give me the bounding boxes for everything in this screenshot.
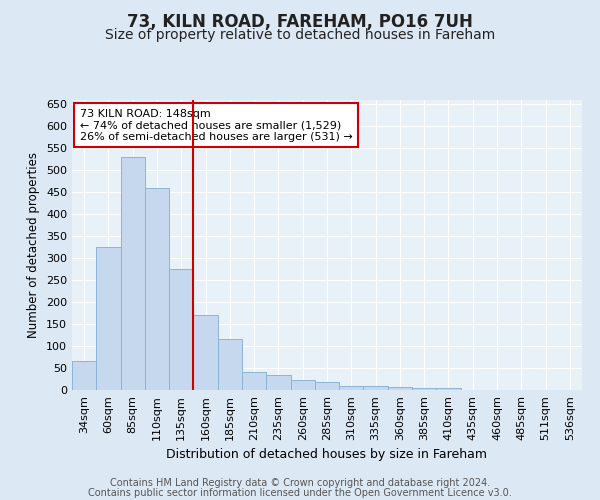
Bar [388,387,412,390]
Bar [339,386,364,390]
Bar [169,269,193,390]
Bar [290,380,315,390]
Bar [193,316,218,390]
Bar [121,157,145,390]
X-axis label: Distribution of detached houses by size in Fareham: Distribution of detached houses by size … [167,448,487,461]
Bar [218,340,242,390]
Bar [72,362,96,390]
Bar [145,188,169,390]
Bar [315,382,339,390]
Text: Contains HM Land Registry data © Crown copyright and database right 2024.: Contains HM Land Registry data © Crown c… [110,478,490,488]
Bar [96,247,121,390]
Bar [364,386,388,390]
Text: Size of property relative to detached houses in Fareham: Size of property relative to detached ho… [105,28,495,42]
Y-axis label: Number of detached properties: Number of detached properties [28,152,40,338]
Bar [436,388,461,390]
Bar [412,388,436,390]
Text: Contains public sector information licensed under the Open Government Licence v3: Contains public sector information licen… [88,488,512,498]
Text: 73, KILN ROAD, FAREHAM, PO16 7UH: 73, KILN ROAD, FAREHAM, PO16 7UH [127,12,473,30]
Text: 73 KILN ROAD: 148sqm
← 74% of detached houses are smaller (1,529)
26% of semi-de: 73 KILN ROAD: 148sqm ← 74% of detached h… [80,108,352,142]
Bar [242,372,266,390]
Bar [266,374,290,390]
